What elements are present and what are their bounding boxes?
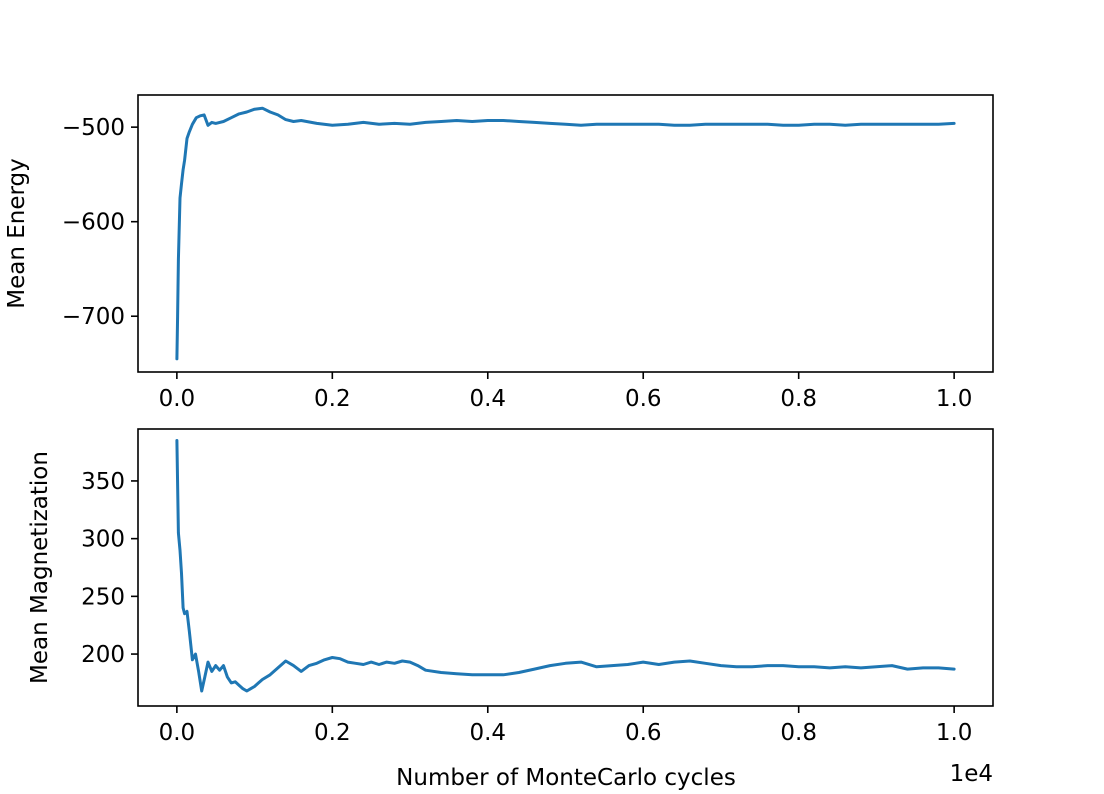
magnetization-plot-frame [137,428,994,707]
energy-ticks: 0.0 0.2 0.4 0.6 0.8 1.0 −500 −600 −700 [62,115,973,412]
magnetization-series-line [175,439,956,693]
energy-x-tick-label: 1.0 [936,386,973,412]
energy-series-line [175,106,956,361]
magnetization-y-tick-label: 200 [81,642,125,668]
magnetization-y-axis-label: Mean Magnetization [27,451,53,684]
magnetization-y-tick-label: 300 [81,527,125,553]
magnetization-y-tick-label: 250 [81,584,125,610]
energy-plot-frame [137,94,994,373]
magnetization-y-tick-label: 350 [81,469,125,495]
energy-y-tick-label: −500 [62,115,125,141]
x-axis-offset-label: 1e4 [950,761,993,787]
magnetization-x-tick-label: 0.6 [625,720,662,746]
magnetization-x-tick-label: 0.8 [780,720,817,746]
magnetization-subplot: 0.0 0.2 0.4 0.6 0.8 1.0 200 250 300 350 Mean Magn… [27,428,994,791]
magnetization-x-tick-label: 1.0 [936,720,973,746]
energy-x-tick-label: 0.6 [625,386,662,412]
energy-y-tick-label: −600 [62,210,125,236]
energy-y-tick-label: −700 [62,304,125,330]
energy-x-tick-label: 0.2 [314,386,351,412]
energy-x-tick-label: 0.8 [780,386,817,412]
magnetization-ticks: 0.0 0.2 0.4 0.6 0.8 1.0 200 250 300 350 [81,469,972,746]
magnetization-x-tick-label: 0.0 [159,720,196,746]
magnetization-x-tick-label: 0.2 [314,720,351,746]
energy-x-tick-label: 0.0 [159,386,196,412]
x-axis-label: Number of MonteCarlo cycles [396,765,736,791]
energy-x-tick-label: 0.4 [469,386,506,412]
energy-y-axis-label: Mean Energy [4,158,30,309]
energy-subplot: 0.0 0.2 0.4 0.6 0.8 1.0 −500 −600 −700 Mean Ener… [4,94,994,412]
magnetization-x-tick-label: 0.4 [469,720,506,746]
